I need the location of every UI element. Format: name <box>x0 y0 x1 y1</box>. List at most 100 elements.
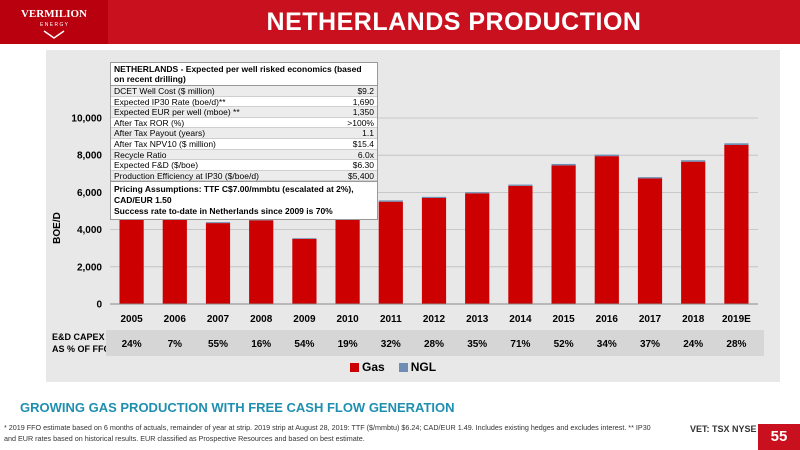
economics-row: After Tax NPV10 ($ million) $15.4 <box>111 139 377 150</box>
pricing-assumption: Pricing Assumptions: TTF C$7.00/mmbtu (e… <box>114 184 354 206</box>
page-number: 55 <box>758 424 800 450</box>
y-tick-label: 2,000 <box>77 262 102 273</box>
economics-row: After Tax ROR (%) >100% <box>111 118 377 129</box>
gas-swatch <box>350 362 359 372</box>
bar-ngl <box>508 184 533 186</box>
bar-gas <box>378 201 403 304</box>
economics-row: Expected EUR per well (mboe) ** 1,350 <box>111 107 377 118</box>
footnote-line-2: and EUR rates based on historical result… <box>4 434 365 443</box>
assumptions: Pricing Assumptions: TTF C$7.00/mmbtu (e… <box>111 181 377 219</box>
bar-gas <box>724 144 749 304</box>
y-tick-label: 6,000 <box>77 188 102 199</box>
header-sidebar <box>0 0 108 44</box>
economics-row-value: 1,350 <box>352 107 374 118</box>
footnote-line-1: * 2019 FFO estimate based on 6 months of… <box>4 423 651 432</box>
header-bar: NETHERLANDS PRODUCTION <box>108 0 800 44</box>
bar-gas <box>508 185 533 304</box>
bar-gas <box>162 213 187 304</box>
logo-text-2: E N E R G Y <box>40 22 69 28</box>
economics-row-value: 6.0x <box>357 149 374 160</box>
logo-text-1: VERMILION <box>21 8 87 20</box>
economics-row: Expected IP30 Rate (boe/d)** 1,690 <box>111 97 377 108</box>
success-rate: Success rate to-date in Netherlands sinc… <box>114 206 333 217</box>
economics-row-value: $6.30 <box>352 160 374 171</box>
bar-ngl <box>681 160 706 162</box>
bar-gas <box>465 193 490 304</box>
economics-row-value: $5,400 <box>348 170 374 181</box>
x-tick-label: 2008 <box>250 314 273 325</box>
y-tick-label: 10,000 <box>71 114 102 125</box>
y-tick-label: 4,000 <box>77 225 102 236</box>
legend-item-gas: Gas <box>350 360 385 374</box>
x-tick-label: 2005 <box>120 314 143 325</box>
chart-legend: Gas NGL <box>350 360 436 374</box>
y-axis-label: BOE/D <box>52 212 63 244</box>
legend-label-ngl: NGL <box>410 360 437 374</box>
legend-item-ngl: NGL <box>398 360 437 374</box>
x-tick-label: 2018 <box>682 314 705 325</box>
economics-row-label: Production Efficiency at IP30 ($/boe/d) <box>114 170 259 181</box>
bar-gas <box>681 161 706 304</box>
y-tick-label: 8,000 <box>77 151 102 162</box>
economics-row-label: Expected EUR per well (mboe) ** <box>114 107 240 118</box>
x-tick-label: 2012 <box>423 314 446 325</box>
economics-row-label: Expected IP30 Rate (boe/d)** <box>114 96 226 107</box>
exchange-listing: VET: TSX NYSE <box>690 424 757 434</box>
x-tick-label: 2013 <box>466 314 489 325</box>
x-tick-label: 2015 <box>552 314 575 325</box>
economics-row-label: After Tax ROR (%) <box>114 117 185 128</box>
bar-gas <box>292 238 317 304</box>
economics-table: NETHERLANDS - Expected per well risked e… <box>110 62 378 221</box>
economics-row-label: DCET Well Cost ($ million) <box>114 86 215 96</box>
bar-gas <box>205 223 231 304</box>
slide-subtitle: GROWING GAS PRODUCTION WITH FREE CASH FL… <box>20 400 455 415</box>
bar-ngl <box>551 163 576 166</box>
bar-gas <box>119 215 144 304</box>
bar-gas <box>594 156 619 304</box>
y-tick-label: 0 <box>96 300 102 311</box>
economics-row-value: 1,690 <box>352 96 374 107</box>
economics-row: After Tax Payout (years) 1.1 <box>111 128 377 139</box>
bar-ngl <box>421 196 447 198</box>
bar-gas <box>249 220 274 304</box>
capex-label-line1: E&D CAPEX <box>52 332 105 342</box>
economics-row: DCET Well Cost ($ million) $9.2 <box>111 86 377 97</box>
economics-row-label: Recycle Ratio <box>114 149 167 160</box>
x-tick-label: 2016 <box>596 314 619 325</box>
bar-ngl <box>724 143 749 145</box>
ngl-swatch <box>398 362 408 372</box>
bar-ngl <box>637 177 663 179</box>
economics-row: Production Efficiency at IP30 ($/boe/d) $… <box>111 170 377 182</box>
bar-gas <box>335 216 360 304</box>
bar-ngl <box>292 238 317 239</box>
x-tick-label: 2009 <box>293 314 316 325</box>
page-title: NETHERLANDS PRODUCTION <box>266 8 642 36</box>
bar-ngl <box>465 192 490 194</box>
bar-ngl <box>378 200 403 202</box>
economics-row-value: $15.4 <box>352 138 374 149</box>
x-tick-label: 2019E <box>722 314 751 325</box>
bar-ngl <box>205 222 231 224</box>
economics-row: Expected F&D ($/boe) $6.30 <box>111 160 377 171</box>
x-tick-label: 2010 <box>336 314 359 325</box>
economics-row-label: After Tax NPV10 ($ million) <box>114 138 216 149</box>
economics-row-value: $9.2 <box>357 86 374 96</box>
economics-row-value: 1.1 <box>362 128 374 139</box>
economics-row: Recycle Ratio 6.0x <box>111 149 377 161</box>
footnote: * 2019 FFO estimate based on 6 months of… <box>4 422 704 444</box>
x-tick-label: 2006 <box>164 314 187 325</box>
economics-row-value: >100% <box>347 117 374 128</box>
economics-table-title: NETHERLANDS - Expected per well risked e… <box>111 63 377 86</box>
economics-row-label: Expected F&D ($/boe) <box>114 160 199 171</box>
production-chart: 0 2,000 4,000 6,000 8,000 10,000 2005 2006 2007… <box>52 114 758 325</box>
vermilion-logo: VERMILION E N E R G Y <box>21 8 87 39</box>
legend-label-gas: Gas <box>362 360 385 374</box>
x-tick-label: 2007 <box>207 314 230 325</box>
bar-gas <box>637 178 663 304</box>
capex-label-line2: AS % OF FFO* <box>52 344 115 354</box>
bar-gas <box>421 197 447 304</box>
capex-row <box>106 330 764 356</box>
economics-row-label: After Tax Payout (years) <box>114 128 206 139</box>
capex-label: E&D CAPEX AS % OF FFO* <box>52 331 114 355</box>
x-tick-label: 2017 <box>639 314 662 325</box>
